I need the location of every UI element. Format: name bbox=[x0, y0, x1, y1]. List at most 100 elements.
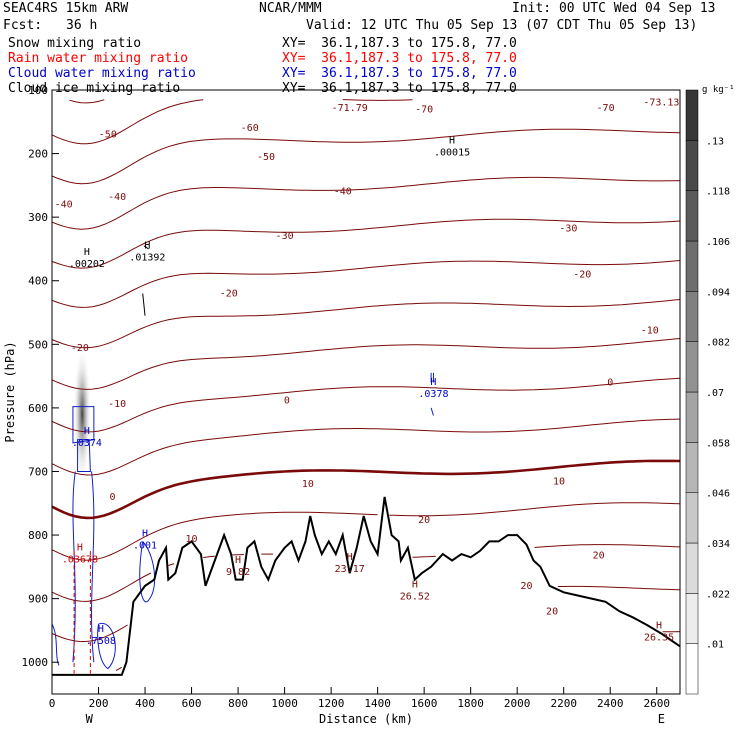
isotherm-5 bbox=[51, 511, 378, 561]
y-tick-label: 200 bbox=[28, 148, 48, 161]
contour-label: 20 bbox=[418, 515, 430, 526]
x-axis-label: Distance (km) bbox=[319, 712, 413, 726]
field-cloud-water-xy: XY= 36.1,187.3 to 175.8, 77.0 bbox=[282, 66, 517, 81]
cloud-water-contour bbox=[51, 623, 60, 666]
header-fcst-value: 36 h bbox=[66, 18, 98, 33]
maximum-marker: H bbox=[77, 542, 83, 553]
cloud-water-contour bbox=[430, 372, 434, 416]
y-tick-label: 400 bbox=[28, 275, 48, 288]
header-model: SEAC4RS 15km ARW bbox=[3, 1, 129, 16]
plot-frame bbox=[51, 89, 681, 695]
isotherm--45 bbox=[51, 99, 204, 145]
isotherm-20 bbox=[115, 666, 123, 672]
maximum-marker: H bbox=[347, 552, 353, 563]
contour-label: -70 bbox=[415, 105, 433, 116]
cloud-water-contour bbox=[72, 406, 95, 444]
isotherm-15 bbox=[51, 624, 128, 643]
isotherm-10 bbox=[203, 555, 215, 558]
isotherm--30 bbox=[51, 218, 681, 269]
isotherm--35 bbox=[51, 176, 681, 230]
maximum-marker: H bbox=[84, 426, 90, 437]
maximum-marker: H bbox=[144, 240, 150, 251]
x-tick-label: 600 bbox=[182, 697, 202, 710]
contour-label: -50 bbox=[257, 152, 275, 163]
x-tick-label: 2200 bbox=[550, 697, 577, 710]
y-tick-label: 700 bbox=[28, 465, 48, 478]
colorbar-swatch bbox=[685, 140, 699, 191]
contour-label: -10 bbox=[641, 325, 659, 336]
colorbar-label: .094 bbox=[706, 287, 730, 298]
x-tick-label: 800 bbox=[228, 697, 248, 710]
temperature-contours bbox=[51, 99, 681, 672]
y-tick-label: 100 bbox=[28, 84, 48, 97]
field-snow-xy: XY= 36.1,187.3 to 175.8, 77.0 bbox=[282, 36, 517, 51]
y-tick-label: 500 bbox=[28, 338, 48, 351]
isotherm--5 bbox=[51, 418, 681, 476]
colorbar-label: .106 bbox=[706, 237, 730, 248]
maximum-marker: H bbox=[142, 528, 148, 539]
field-snow-name: Snow mixing ratio bbox=[8, 36, 142, 51]
contour-label: -50 bbox=[99, 130, 117, 141]
east-marker: E bbox=[658, 712, 665, 726]
field-rain-name: Rain water mixing ratio bbox=[8, 51, 189, 66]
colorbar-swatch bbox=[685, 542, 699, 594]
contour-label: -70 bbox=[597, 103, 615, 114]
colorbar-swatch bbox=[685, 643, 699, 695]
colorbar-label: .058 bbox=[706, 438, 730, 449]
cloud-water-contour bbox=[139, 541, 156, 603]
terrain-profile bbox=[52, 496, 681, 676]
colorbar-swatch bbox=[685, 240, 699, 292]
cloud-water-contour bbox=[91, 471, 95, 663]
contour-label: -30 bbox=[559, 224, 577, 235]
contour-label: -20 bbox=[71, 343, 89, 354]
contour-label: -20 bbox=[220, 288, 238, 299]
maximum-marker: H bbox=[449, 136, 455, 147]
x-tick-label: 1000 bbox=[271, 697, 298, 710]
y-tick-label: 800 bbox=[28, 529, 48, 542]
isotherm-10 bbox=[534, 544, 681, 548]
maximum-value: .00202 bbox=[69, 259, 105, 270]
isotherm--15 bbox=[51, 338, 681, 390]
y-tick-label: 300 bbox=[28, 211, 48, 224]
header-fcst-label: Fcst: bbox=[3, 18, 43, 33]
y-tick-label: 900 bbox=[28, 593, 48, 606]
colorbar-swatch bbox=[685, 391, 699, 443]
isotherm-10 bbox=[412, 555, 436, 558]
colorbar-unit: g kg⁻¹ bbox=[702, 85, 735, 95]
west-marker: W bbox=[86, 712, 94, 726]
contour-labels: -73.13 -71.79 -70 -70 -60 -50 -50 -40 -40 -40 -30 -… bbox=[55, 98, 680, 647]
contour-label: -40 bbox=[334, 187, 352, 198]
contour-label: 10 bbox=[553, 477, 565, 488]
x-tick-label: 0 bbox=[49, 697, 56, 710]
snow-contour bbox=[142, 245, 149, 316]
y-tick-label: 600 bbox=[28, 402, 48, 415]
contour-label: -10 bbox=[108, 399, 126, 410]
maximum-marker: H bbox=[430, 377, 436, 388]
maximum-value: .001 bbox=[133, 540, 157, 551]
x-tick-label: 1200 bbox=[318, 697, 345, 710]
colorbar-label: .046 bbox=[706, 489, 730, 500]
y-tick-label: 1000 bbox=[22, 656, 49, 669]
field-cloud-water-name: Cloud water mixing ratio bbox=[8, 66, 196, 81]
field-cloud-ice-name: Cloud ice mixing ratio bbox=[8, 81, 181, 96]
isotherm--20 bbox=[51, 299, 681, 349]
terrain-layer bbox=[52, 496, 681, 676]
contour-label: -20 bbox=[573, 269, 591, 280]
hydrometeor-layer bbox=[51, 245, 434, 674]
colorbar-label: .118 bbox=[706, 187, 730, 198]
isotherm-10 bbox=[168, 563, 175, 566]
contour-label: -73.13 bbox=[643, 98, 679, 109]
maximum-marker: H bbox=[235, 555, 241, 566]
isotherm-0 bbox=[51, 459, 681, 520]
colorbar-label: .07 bbox=[706, 388, 724, 399]
contour-label: -71.79 bbox=[332, 103, 368, 114]
maximum-value: .01392 bbox=[129, 252, 165, 263]
contour-label: 20 bbox=[520, 581, 532, 592]
maximum-value: 26.35 bbox=[644, 633, 674, 644]
isotherm-5 bbox=[389, 502, 681, 517]
x-tick-label: 1600 bbox=[411, 697, 438, 710]
x-tick-label: 1400 bbox=[364, 697, 391, 710]
isotherm-10 bbox=[51, 572, 152, 602]
